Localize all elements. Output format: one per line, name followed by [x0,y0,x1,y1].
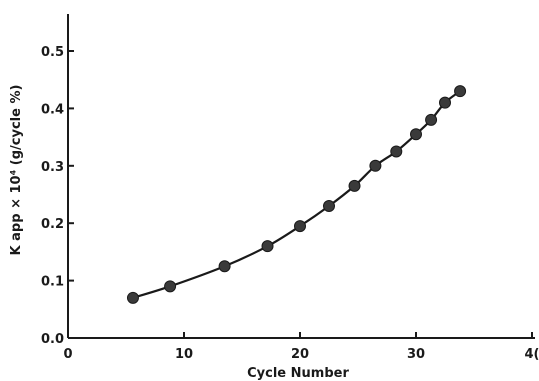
data-point [164,280,177,293]
y-axis-title: K app × 10⁴ (g/cycle %) [9,85,24,256]
x-tick-label: 0 [63,347,72,362]
data-point [126,291,139,304]
y-tick-label: 0.4 [41,102,64,117]
data-point [218,260,231,273]
plot-area: 0 10 20 30 4( 0.0 0.1 0.2 0.3 0.4 0.5 [41,14,539,362]
data-point [439,96,451,109]
x-tick-label: 20 [291,347,309,362]
y-tick-label: 0.2 [41,217,64,232]
x-tick-label: 4( [525,347,539,362]
data-point [390,145,403,158]
data-point [410,128,422,141]
series-line [132,90,461,299]
data-point [323,199,335,212]
x-tick-label: 10 [175,347,193,362]
x-axis-title: Cycle Number [247,366,349,381]
data-point [454,85,467,98]
data-point [348,179,361,192]
data-point [369,159,382,172]
y-tick-label: 0.1 [41,275,64,290]
data-point [294,220,306,233]
x-tick-label: 30 [407,347,425,362]
data-point [425,113,438,126]
y-tick-label: 0.0 [41,332,64,347]
x-axis-ticks: 0 10 20 30 4( [63,332,539,362]
y-tick-label: 0.3 [41,160,64,175]
y-axis-ticks: 0.0 0.1 0.2 0.3 0.4 0.5 [41,45,74,347]
series-markers [126,85,467,304]
data-point [261,240,274,253]
y-tick-label: 0.5 [41,45,64,60]
